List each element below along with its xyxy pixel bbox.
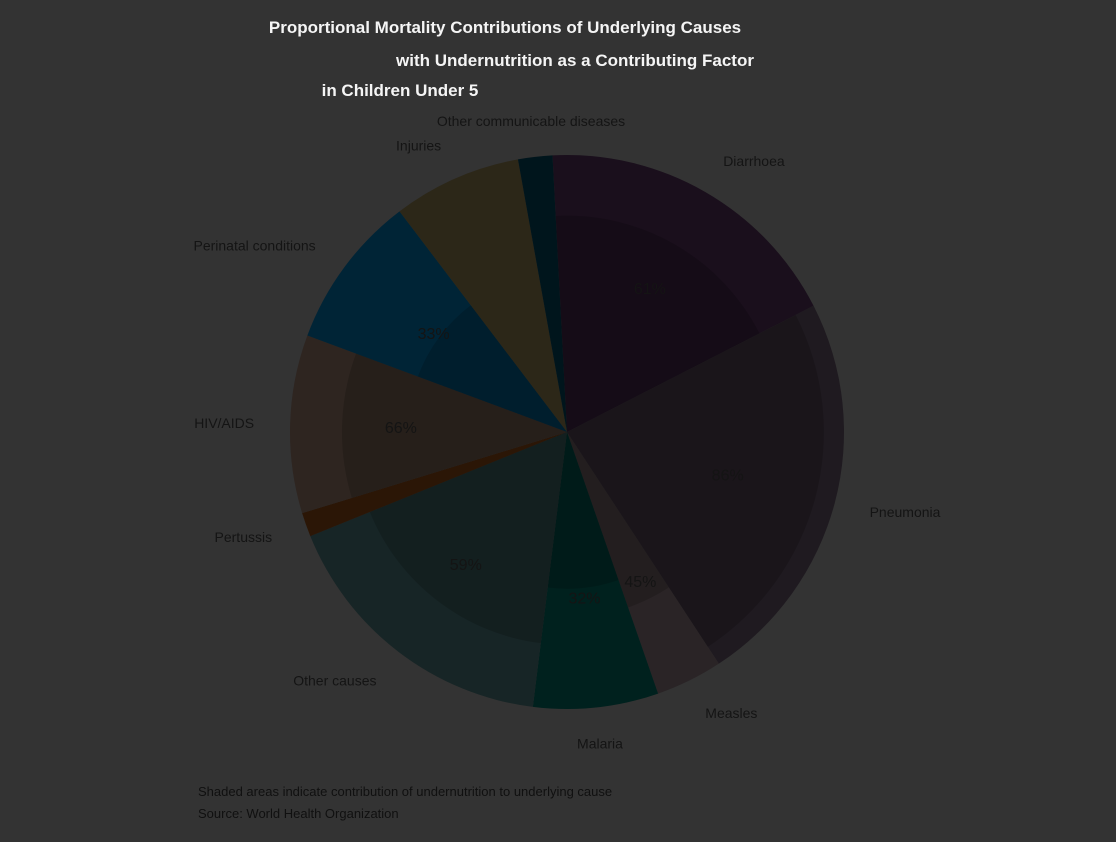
slice-label-measles: Measles bbox=[705, 705, 757, 721]
percentage-label-diarrhoea: 61% bbox=[634, 281, 666, 298]
slice-label-injuries: Injuries bbox=[396, 137, 441, 153]
percentage-label-measles: 45% bbox=[624, 574, 656, 591]
slice-label-other-communicable-diseases: Other communicable diseases bbox=[437, 113, 625, 129]
percentage-label-other-causes: 59% bbox=[450, 557, 482, 574]
slice-label-pneumonia: Pneumonia bbox=[870, 504, 941, 520]
percentage-label-pneumonia: 86% bbox=[712, 468, 744, 485]
percentage-label-perinatal-conditions: 33% bbox=[418, 326, 450, 343]
slice-label-pertussis: Pertussis bbox=[215, 529, 273, 545]
slice-label-perinatal-conditions: Perinatal conditions bbox=[194, 237, 316, 253]
chart-title-line-1: Proportional Mortality Contributions of … bbox=[269, 18, 741, 37]
slice-label-diarrhoea: Diarrhoea bbox=[723, 153, 785, 169]
chart-title-line-2: with Undernutrition as a Contributing Fa… bbox=[395, 51, 754, 70]
slice-label-malaria: Malaria bbox=[577, 735, 623, 751]
footnote-line-1: Shaded areas indicate contribution of un… bbox=[198, 784, 612, 799]
percentage-label-hiv-aids: 66% bbox=[385, 420, 417, 437]
slice-label-other-causes: Other causes bbox=[293, 672, 376, 688]
chart-title-line-3: in Children Under 5 bbox=[322, 81, 479, 100]
percentage-label-malaria: 32% bbox=[568, 590, 600, 607]
slice-label-hiv-aids: HIV/AIDS bbox=[194, 415, 254, 431]
footnote-source: Source: World Health Organization bbox=[198, 806, 399, 821]
